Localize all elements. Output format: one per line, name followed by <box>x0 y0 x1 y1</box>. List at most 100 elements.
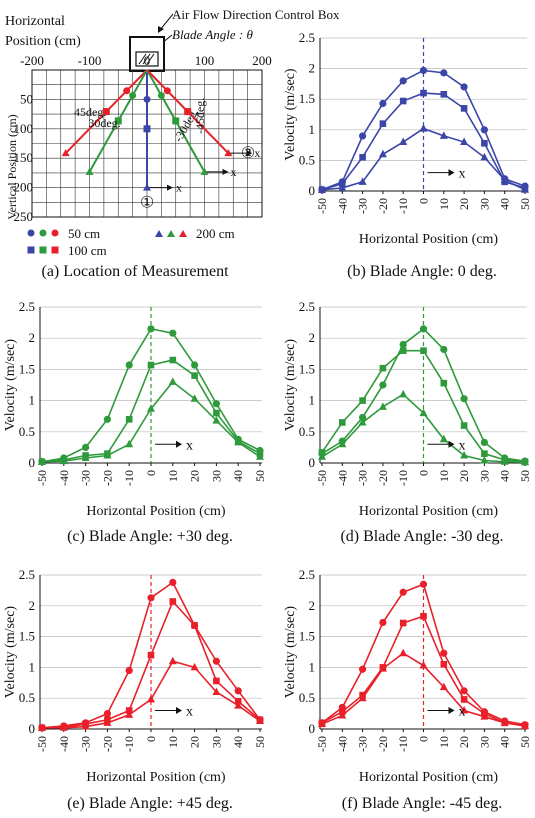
chart-caption: (d) Blade Angle: -30 deg. <box>340 528 503 545</box>
x-tick-label: -50 <box>315 470 329 486</box>
x-direction-label: x <box>459 167 466 182</box>
blade-hatch <box>146 53 155 65</box>
velocity-chart: 0 0.5 1 1.5 2 2.5 -50 -40 -30 -20 -10 0 10 20 30 40 50 x V… <box>3 299 267 545</box>
x-tick-label: 40 <box>231 470 245 482</box>
data-point-circle <box>379 381 387 389</box>
data-point-triangle <box>521 457 529 466</box>
legend-square-green <box>39 246 47 254</box>
x-arrowhead-right <box>222 168 229 175</box>
x-tick-label: -30 <box>79 736 93 752</box>
x-tick-label: 20 <box>188 470 202 482</box>
data-point-triangle <box>399 389 408 398</box>
y-tick-label: 0 <box>309 721 316 736</box>
x-tick-label: -30 <box>356 736 370 752</box>
data-point-square <box>460 696 468 703</box>
y-tick-label: 1 <box>309 393 316 408</box>
y-axis-label: Velocity (m/sec) <box>283 68 298 160</box>
x-tick-label: -40 <box>335 470 349 486</box>
data-point-triangle <box>38 723 46 731</box>
blue-point-50 <box>143 95 151 103</box>
data-point-circle <box>103 710 111 718</box>
x-tick-label: 50 <box>518 470 532 482</box>
x-tick-label: 30 <box>209 470 223 482</box>
x-tick-label: 0 <box>144 736 158 742</box>
data-point-square <box>359 154 366 161</box>
x-direction-arrowhead <box>448 707 455 715</box>
legend-square-red <box>51 246 59 254</box>
x-arrow-right-label: x <box>254 146 260 160</box>
data-point-circle <box>440 69 448 77</box>
data-point-circle <box>419 580 428 588</box>
x-tick-label: -20 <box>376 736 390 752</box>
data-point-square <box>420 89 427 97</box>
data-point-square <box>399 97 407 105</box>
x-tick-label: 50 <box>518 198 532 210</box>
x-tick-label: 0 <box>417 736 431 742</box>
angled-point-50 <box>129 91 137 99</box>
y-tick-label: 2.5 <box>299 567 315 582</box>
data-point-triangle <box>59 456 68 465</box>
data-point-triangle <box>256 452 264 460</box>
data-point-circle <box>125 361 133 369</box>
y-tick-label: 0 <box>29 721 36 736</box>
location-x-tick-label: -100 <box>78 53 102 68</box>
y-tick-label: 0.5 <box>19 424 35 439</box>
x-direction-label: x <box>186 705 193 720</box>
data-point-square <box>125 416 133 423</box>
data-point-square <box>481 450 488 457</box>
y-tick-label: 2 <box>309 598 316 613</box>
x-tick-label: 40 <box>498 470 512 482</box>
y-tick-label: 0 <box>29 455 36 470</box>
x-tick-label: 0 <box>417 198 431 204</box>
legend-triangle-red <box>179 230 187 237</box>
data-point-triangle <box>59 723 68 731</box>
x-arrow-right-label: x <box>231 165 237 179</box>
velocity-charts: 00.511.522.5-50 -40 -30 -20 -10 0 10 20 30 40 50xV… <box>3 30 532 812</box>
angled-point-100 <box>172 117 180 125</box>
data-point-square <box>339 419 346 426</box>
x-direction-arrowhead <box>448 440 455 448</box>
data-point-square <box>440 379 448 387</box>
data-point-triangle <box>103 718 112 726</box>
data-point-circle <box>359 413 367 422</box>
data-point-circle <box>82 443 90 451</box>
x-direction-arrowhead <box>176 440 182 448</box>
x-tick-label: 30 <box>477 470 491 482</box>
location-y-tick-label: 200 <box>14 180 34 195</box>
control-box-pointer <box>159 13 174 31</box>
x-tick-label: 30 <box>477 736 491 748</box>
data-point-triangle <box>460 137 469 146</box>
data-point-triangle <box>500 457 509 465</box>
y-tick-label: 2.5 <box>19 567 35 582</box>
x-tick-label: 20 <box>188 736 202 748</box>
angled-point-50 <box>163 87 171 95</box>
angled-point-200 <box>61 149 70 157</box>
data-point-triangle <box>338 710 347 719</box>
angled-point-50 <box>157 91 165 99</box>
x-tick-label: 0 <box>417 470 431 476</box>
y-tick-label: 1 <box>29 659 36 674</box>
angled-point-50 <box>123 87 131 95</box>
y-tick-label: 1 <box>29 393 36 408</box>
angled-point-100 <box>184 108 192 116</box>
data-point-circle <box>399 588 407 596</box>
location-x-tick-label: 0 <box>144 53 151 68</box>
data-point-triangle <box>419 124 428 132</box>
data-point-circle <box>103 415 111 423</box>
location-y-tick-label: 150 <box>14 150 34 165</box>
data-point-square <box>420 612 427 620</box>
data-point-circle <box>169 329 177 337</box>
data-point-triangle <box>212 687 221 696</box>
y-tick-label: 1 <box>309 122 316 137</box>
legend-square-label: 100 cm <box>68 243 107 258</box>
x-tick-label: -10 <box>396 736 410 752</box>
x-tick-label: 10 <box>437 470 451 482</box>
x-arrowhead-right <box>246 150 253 157</box>
legend-circle-red <box>51 229 59 237</box>
x-axis-label: Horizontal Position (cm) <box>86 504 226 519</box>
x-tick-label: -30 <box>79 470 93 486</box>
data-point-triangle <box>439 682 448 691</box>
data-point-triangle <box>399 137 408 146</box>
data-point-circle <box>440 345 448 354</box>
